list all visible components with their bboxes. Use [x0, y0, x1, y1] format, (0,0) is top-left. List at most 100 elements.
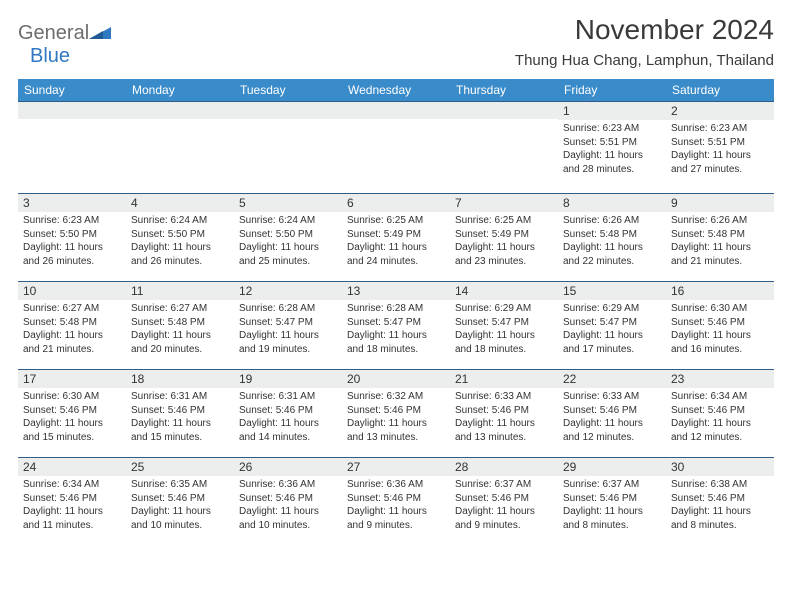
sunset-text: Sunset: 5:46 PM	[23, 404, 121, 418]
calendar-day-cell: 10Sunrise: 6:27 AMSunset: 5:48 PMDayligh…	[18, 282, 126, 370]
day-number: 3	[18, 194, 126, 212]
calendar-day-cell: 21Sunrise: 6:33 AMSunset: 5:46 PMDayligh…	[450, 370, 558, 458]
sunset-text: Sunset: 5:46 PM	[671, 492, 769, 506]
day-details: Sunrise: 6:33 AMSunset: 5:46 PMDaylight:…	[558, 388, 666, 448]
logo-word-general: General	[18, 22, 89, 44]
daylight-text: Daylight: 11 hours and 10 minutes.	[239, 505, 337, 532]
calendar-day-cell: 19Sunrise: 6:31 AMSunset: 5:46 PMDayligh…	[234, 370, 342, 458]
title-block: November 2024 Thung Hua Chang, Lamphun, …	[515, 14, 774, 69]
sunset-text: Sunset: 5:46 PM	[455, 404, 553, 418]
day-number: 12	[234, 282, 342, 300]
calendar-day-cell: 24Sunrise: 6:34 AMSunset: 5:46 PMDayligh…	[18, 458, 126, 546]
sunrise-text: Sunrise: 6:33 AM	[563, 390, 661, 404]
daylight-text: Daylight: 11 hours and 13 minutes.	[347, 417, 445, 444]
day-details: Sunrise: 6:23 AMSunset: 5:51 PMDaylight:…	[666, 120, 774, 180]
day-number: 2	[666, 102, 774, 120]
calendar-day-cell	[126, 102, 234, 194]
day-number: 10	[18, 282, 126, 300]
sunset-text: Sunset: 5:48 PM	[563, 228, 661, 242]
calendar-week-row: 1Sunrise: 6:23 AMSunset: 5:51 PMDaylight…	[18, 102, 774, 194]
day-details: Sunrise: 6:28 AMSunset: 5:47 PMDaylight:…	[234, 300, 342, 360]
sunset-text: Sunset: 5:46 PM	[347, 404, 445, 418]
day-number: 6	[342, 194, 450, 212]
day-number: 18	[126, 370, 234, 388]
sunrise-text: Sunrise: 6:27 AM	[131, 302, 229, 316]
sunrise-text: Sunrise: 6:23 AM	[23, 214, 121, 228]
sunset-text: Sunset: 5:51 PM	[671, 136, 769, 150]
day-number: 4	[126, 194, 234, 212]
day-details: Sunrise: 6:37 AMSunset: 5:46 PMDaylight:…	[558, 476, 666, 536]
sunrise-text: Sunrise: 6:35 AM	[131, 478, 229, 492]
weekday-header-row: Sunday Monday Tuesday Wednesday Thursday…	[18, 79, 774, 102]
day-details: Sunrise: 6:32 AMSunset: 5:46 PMDaylight:…	[342, 388, 450, 448]
calendar-day-cell: 6Sunrise: 6:25 AMSunset: 5:49 PMDaylight…	[342, 194, 450, 282]
sunrise-text: Sunrise: 6:23 AM	[563, 122, 661, 136]
sunset-text: Sunset: 5:48 PM	[131, 316, 229, 330]
sunset-text: Sunset: 5:46 PM	[671, 316, 769, 330]
daylight-text: Daylight: 11 hours and 26 minutes.	[23, 241, 121, 268]
day-number: 25	[126, 458, 234, 476]
calendar-day-cell: 15Sunrise: 6:29 AMSunset: 5:47 PMDayligh…	[558, 282, 666, 370]
day-number: 7	[450, 194, 558, 212]
daylight-text: Daylight: 11 hours and 20 minutes.	[131, 329, 229, 356]
day-details: Sunrise: 6:29 AMSunset: 5:47 PMDaylight:…	[558, 300, 666, 360]
daylight-text: Daylight: 11 hours and 28 minutes.	[563, 149, 661, 176]
day-details: Sunrise: 6:37 AMSunset: 5:46 PMDaylight:…	[450, 476, 558, 536]
sunrise-text: Sunrise: 6:28 AM	[239, 302, 337, 316]
calendar-day-cell: 28Sunrise: 6:37 AMSunset: 5:46 PMDayligh…	[450, 458, 558, 546]
sunrise-text: Sunrise: 6:30 AM	[23, 390, 121, 404]
sunset-text: Sunset: 5:46 PM	[239, 404, 337, 418]
calendar-day-cell: 12Sunrise: 6:28 AMSunset: 5:47 PMDayligh…	[234, 282, 342, 370]
sunset-text: Sunset: 5:48 PM	[671, 228, 769, 242]
daylight-text: Daylight: 11 hours and 21 minutes.	[671, 241, 769, 268]
calendar-day-cell: 5Sunrise: 6:24 AMSunset: 5:50 PMDaylight…	[234, 194, 342, 282]
calendar-day-cell	[450, 102, 558, 194]
sunrise-text: Sunrise: 6:25 AM	[455, 214, 553, 228]
month-title: November 2024	[515, 14, 774, 46]
day-number: 17	[18, 370, 126, 388]
day-details: Sunrise: 6:27 AMSunset: 5:48 PMDaylight:…	[126, 300, 234, 360]
logo-text: General Blue	[18, 22, 111, 68]
calendar-day-cell: 17Sunrise: 6:30 AMSunset: 5:46 PMDayligh…	[18, 370, 126, 458]
day-number: 16	[666, 282, 774, 300]
weekday-header: Monday	[126, 79, 234, 102]
daylight-text: Daylight: 11 hours and 10 minutes.	[131, 505, 229, 532]
daylight-text: Daylight: 11 hours and 12 minutes.	[671, 417, 769, 444]
weekday-header: Thursday	[450, 79, 558, 102]
sunset-text: Sunset: 5:46 PM	[23, 492, 121, 506]
sunset-text: Sunset: 5:50 PM	[23, 228, 121, 242]
day-details: Sunrise: 6:34 AMSunset: 5:46 PMDaylight:…	[666, 388, 774, 448]
calendar-day-cell: 22Sunrise: 6:33 AMSunset: 5:46 PMDayligh…	[558, 370, 666, 458]
day-details: Sunrise: 6:31 AMSunset: 5:46 PMDaylight:…	[126, 388, 234, 448]
sunrise-text: Sunrise: 6:33 AM	[455, 390, 553, 404]
sunset-text: Sunset: 5:47 PM	[563, 316, 661, 330]
day-number: 14	[450, 282, 558, 300]
daylight-text: Daylight: 11 hours and 21 minutes.	[23, 329, 121, 356]
calendar-day-cell: 3 Sunrise: 6:23 AMSunset: 5:50 PMDaylight…	[18, 194, 126, 282]
day-details: Sunrise: 6:29 AMSunset: 5:47 PMDaylight:…	[450, 300, 558, 360]
day-number: 15	[558, 282, 666, 300]
calendar-day-cell: 1Sunrise: 6:23 AMSunset: 5:51 PMDaylight…	[558, 102, 666, 194]
day-number: 27	[342, 458, 450, 476]
sunset-text: Sunset: 5:49 PM	[347, 228, 445, 242]
sunrise-text: Sunrise: 6:23 AM	[671, 122, 769, 136]
day-details: Sunrise: 6:23 AMSunset: 5:51 PMDaylight:…	[558, 120, 666, 180]
day-details: Sunrise: 6:27 AMSunset: 5:48 PMDaylight:…	[18, 300, 126, 360]
daylight-text: Daylight: 11 hours and 15 minutes.	[131, 417, 229, 444]
calendar-week-row: 10Sunrise: 6:27 AMSunset: 5:48 PMDayligh…	[18, 282, 774, 370]
daylight-text: Daylight: 11 hours and 22 minutes.	[563, 241, 661, 268]
weekday-header: Tuesday	[234, 79, 342, 102]
weekday-header: Saturday	[666, 79, 774, 102]
daylight-text: Daylight: 11 hours and 17 minutes.	[563, 329, 661, 356]
sunset-text: Sunset: 5:46 PM	[563, 404, 661, 418]
sunrise-text: Sunrise: 6:34 AM	[671, 390, 769, 404]
daylight-text: Daylight: 11 hours and 18 minutes.	[455, 329, 553, 356]
weekday-header: Friday	[558, 79, 666, 102]
sunrise-text: Sunrise: 6:26 AM	[563, 214, 661, 228]
sunrise-text: Sunrise: 6:24 AM	[131, 214, 229, 228]
daylight-text: Daylight: 11 hours and 8 minutes.	[563, 505, 661, 532]
sunset-text: Sunset: 5:46 PM	[563, 492, 661, 506]
sunset-text: Sunset: 5:46 PM	[239, 492, 337, 506]
calendar-day-cell: 27Sunrise: 6:36 AMSunset: 5:46 PMDayligh…	[342, 458, 450, 546]
day-number: 11	[126, 282, 234, 300]
